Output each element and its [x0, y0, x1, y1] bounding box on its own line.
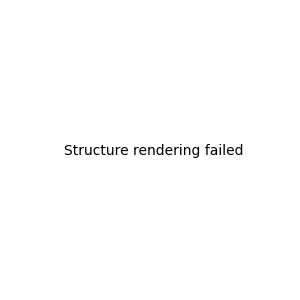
Text: Structure rendering failed: Structure rendering failed — [64, 145, 244, 158]
